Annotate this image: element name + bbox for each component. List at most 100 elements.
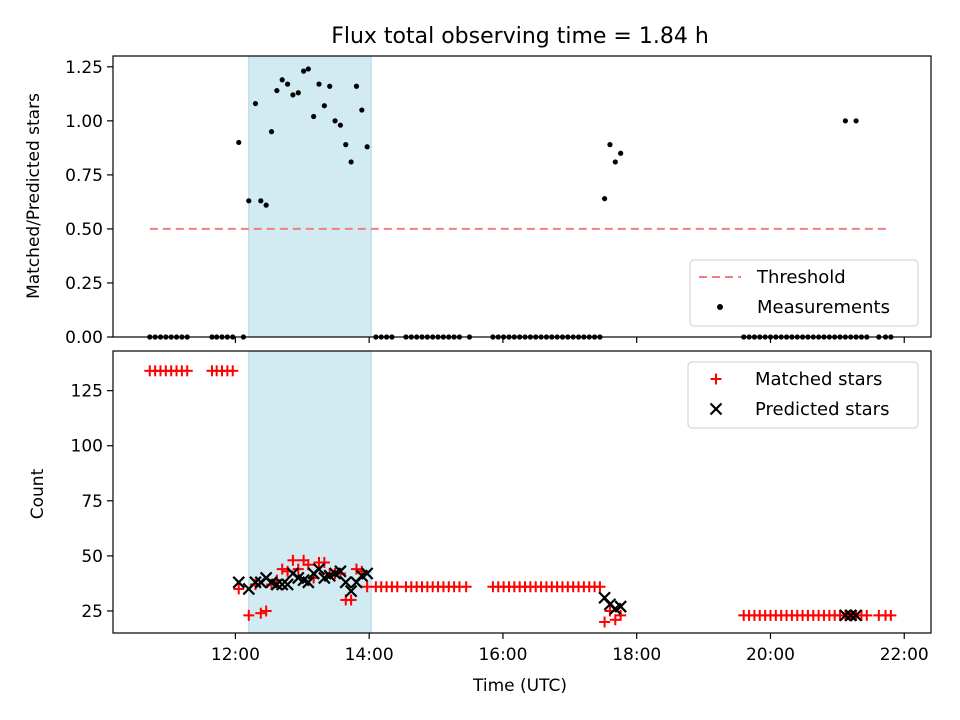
- measurements-legend-swatch: [717, 304, 723, 310]
- measurement-point: [343, 142, 349, 148]
- y-tick-label: 1.00: [65, 112, 103, 132]
- measurements-series: [147, 66, 894, 340]
- measurement-point: [305, 66, 311, 72]
- predicted-legend-marker: [709, 402, 723, 416]
- predicted-star-point: [302, 576, 315, 589]
- measurement-point: [301, 68, 307, 74]
- bottom-legend-frame: [687, 361, 919, 429]
- matched-star-point: [181, 365, 193, 377]
- legend-label-measurements: Measurements: [757, 297, 890, 318]
- matched-star-point: [233, 583, 245, 595]
- matched-star-point: [885, 609, 897, 621]
- measurement-point: [853, 118, 859, 124]
- legend-label-predicted: Predicted stars: [755, 399, 889, 420]
- legend-label-matched: Matched stars: [755, 369, 882, 390]
- x-tick-label: 22:00: [880, 645, 929, 665]
- x-axis-label: Time (UTC): [472, 676, 567, 696]
- measurement-point: [612, 159, 618, 165]
- matched-stars-series: [144, 365, 897, 628]
- matched-star-point: [243, 609, 255, 621]
- chart-title: Flux total observing time = 1.84 h: [331, 24, 709, 49]
- x-tick-label: 20:00: [746, 645, 795, 665]
- x-tick-label: 16:00: [478, 645, 527, 665]
- matched-star-point: [260, 605, 272, 617]
- matched-legend-marker: [710, 373, 722, 385]
- measurement-point: [258, 198, 264, 204]
- predicted-star-point: [275, 578, 289, 591]
- bottom-x-axis: 12:00 14:00 16:00 18:00 20:00 22:00: [211, 633, 929, 665]
- measurement-point: [364, 144, 370, 150]
- measurement-point: [327, 83, 333, 89]
- matched-star-point: [460, 581, 472, 593]
- bottom-axes-frame: [112, 350, 932, 634]
- measurement-point: [337, 122, 344, 128]
- top-y-axis: 0.00 0.25 0.50 0.75 1.00 1.25: [65, 58, 113, 348]
- matched-star-point: [599, 616, 611, 628]
- top-axes-frame: [112, 55, 932, 338]
- top-y-axis-label: Matched/Predicted stars: [24, 93, 44, 299]
- y-tick-label: 0.00: [65, 328, 103, 348]
- top-legend-frame: [689, 259, 919, 327]
- bottom-panel: 25 50 75 100 125 12:00 14:00 16:00 18:00 20:00 22…: [28, 350, 932, 696]
- matched-star-point: [594, 581, 606, 593]
- matched-star-point: [615, 609, 627, 621]
- y-tick-label: 1.25: [65, 58, 103, 78]
- bottom-y-axis: 25 50 75 100 125: [71, 382, 113, 622]
- bottom-legend: Matched stars Predicted stars: [687, 361, 919, 429]
- top-legend: Threshold Measurements: [689, 259, 919, 327]
- y-tick-label: 0.75: [65, 166, 103, 186]
- matched-star-point: [345, 594, 357, 606]
- matched-star-point: [318, 557, 330, 568]
- measurement-point: [252, 100, 259, 107]
- measurement-point: [316, 81, 322, 87]
- measurement-point: [842, 118, 848, 124]
- matched-star-point: [861, 609, 873, 621]
- legend-label-threshold: Threshold: [756, 267, 846, 288]
- measurement-point: [279, 77, 285, 83]
- top-highlight-span: [248, 55, 372, 338]
- top-panel: 0.00 0.25 0.50 0.75 1.00 1.25 Matched/Predict…: [24, 55, 932, 348]
- y-tick-label: 50: [81, 547, 103, 567]
- measurement-point: [607, 142, 613, 148]
- x-tick-label: 14:00: [345, 645, 394, 665]
- y-tick-label: 0.25: [65, 274, 103, 294]
- predicted-stars-series: [232, 562, 863, 622]
- measurement-point: [359, 107, 365, 113]
- matched-star-point: [276, 563, 288, 575]
- y-tick-label: 125: [71, 382, 103, 402]
- matched-star-point: [227, 365, 239, 377]
- measurement-point: [290, 92, 296, 98]
- predicted-star-point: [339, 576, 353, 589]
- y-tick-label: 75: [81, 492, 103, 512]
- predicted-star-point: [844, 609, 858, 622]
- measurement-point: [295, 90, 301, 96]
- y-tick-label: 100: [71, 437, 103, 457]
- measurement-point: [236, 139, 242, 146]
- x-tick-label: 18:00: [612, 645, 661, 665]
- predicted-star-point: [249, 576, 262, 589]
- bottom-y-axis-label: Count: [28, 468, 48, 519]
- predicted-star-point: [334, 565, 347, 578]
- measurement-point: [348, 159, 354, 165]
- predicted-star-point: [312, 562, 326, 576]
- predicted-star-point: [839, 609, 852, 622]
- predicted-star-point: [849, 609, 863, 622]
- predicted-star-point: [270, 578, 284, 591]
- predicted-star-point: [614, 600, 627, 613]
- measurement-point: [268, 129, 275, 135]
- y-tick-label: 25: [81, 602, 103, 622]
- measurement-point: [263, 202, 269, 208]
- top-x-axis: [234, 337, 905, 343]
- measurement-point: [618, 150, 624, 156]
- matched-star-point: [255, 607, 267, 619]
- y-tick-label: 0.50: [65, 220, 103, 240]
- predicted-star-point: [344, 584, 358, 598]
- measurement-point: [332, 118, 338, 124]
- matched-legend-swatch: [710, 373, 722, 385]
- measurement-point: [311, 113, 317, 120]
- measurement-point: [284, 81, 291, 87]
- predicted-star-point: [360, 567, 374, 580]
- measurement-point: [321, 103, 327, 109]
